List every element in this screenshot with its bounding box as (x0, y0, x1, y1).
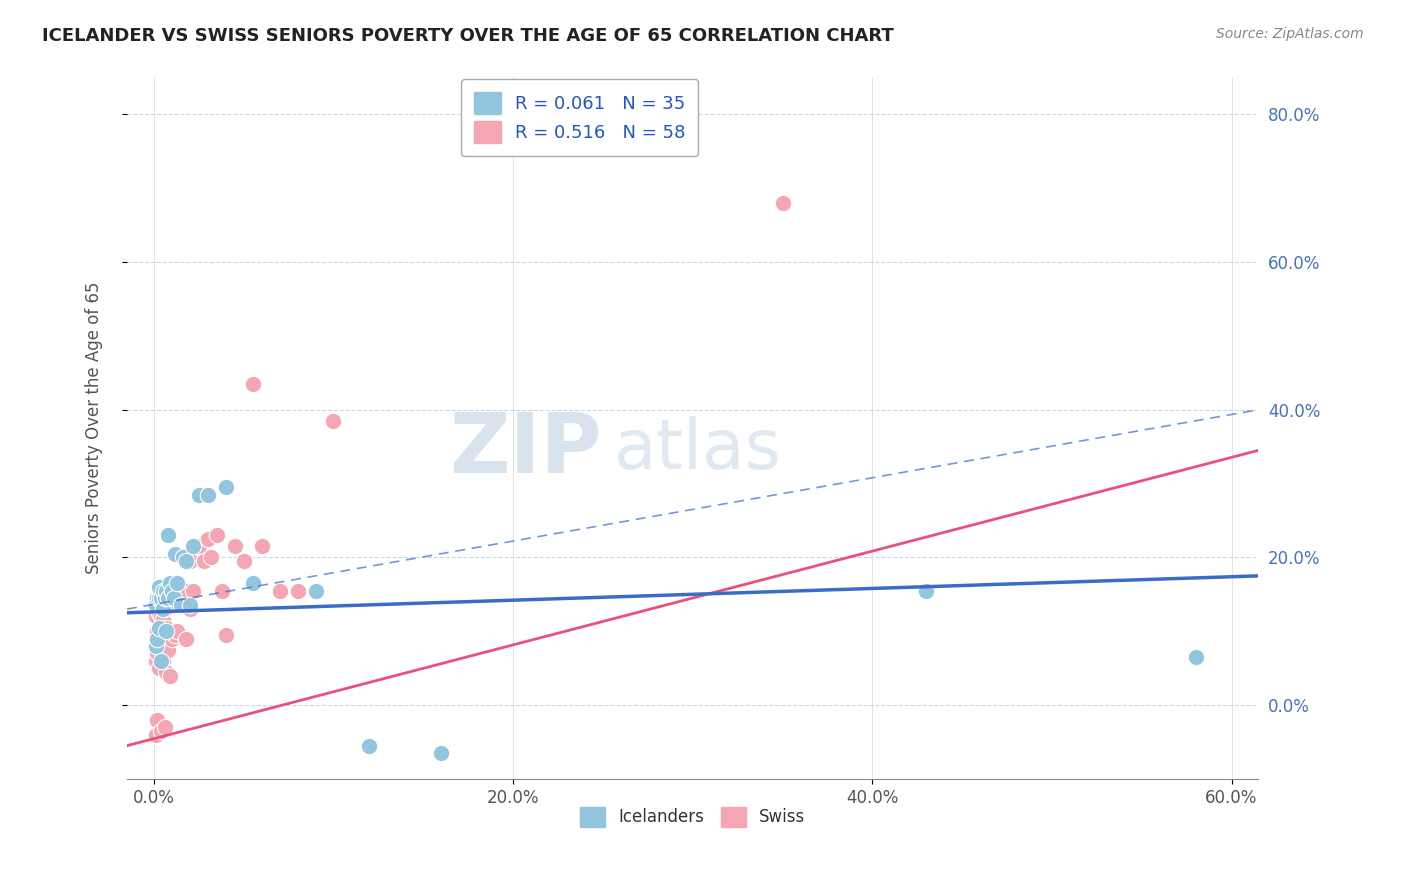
Point (269, 583, 291, 598)
Point (145, 599, 167, 613)
Point (242, 576, 264, 591)
Point (146, 647, 169, 661)
Point (174, 632, 197, 646)
Point (145, 639, 167, 653)
Point (162, 591, 184, 605)
Point (200, 550, 222, 565)
Point (157, 591, 180, 605)
Point (160, 583, 183, 598)
Point (153, 635, 176, 649)
Point (153, 602, 176, 616)
Point (148, 639, 170, 653)
Point (915, 583, 938, 598)
Point (157, 642, 180, 657)
Point (165, 547, 187, 561)
Point (145, 654, 167, 668)
Point (170, 583, 193, 598)
Point (211, 583, 233, 598)
Point (197, 532, 219, 546)
Point (145, 609, 167, 624)
Point (170, 599, 193, 613)
Point (146, 632, 169, 646)
Point (174, 554, 197, 568)
Point (772, 196, 794, 211)
Point (159, 628, 181, 642)
Point (150, 654, 173, 668)
Point (155, 621, 177, 635)
Point (155, 583, 177, 598)
Point (145, 728, 167, 742)
Point (155, 665, 177, 679)
Point (148, 606, 170, 620)
Point (152, 602, 174, 616)
Point (1184, 650, 1206, 665)
Point (148, 621, 170, 635)
Point (183, 583, 205, 598)
Point (148, 661, 170, 675)
Text: Source: ZipAtlas.com: Source: ZipAtlas.com (1216, 27, 1364, 41)
Point (197, 488, 219, 502)
Point (179, 554, 201, 568)
Point (205, 528, 228, 542)
Text: atlas: atlas (613, 416, 782, 483)
Point (177, 583, 200, 598)
Point (157, 528, 180, 542)
Point (215, 480, 238, 494)
Point (148, 580, 170, 594)
Point (152, 613, 174, 627)
Point (159, 668, 181, 682)
Point (172, 550, 194, 565)
Point (242, 376, 264, 391)
Point (179, 599, 201, 613)
Point (224, 539, 246, 553)
Point (187, 488, 209, 502)
Point (150, 609, 173, 624)
Point (165, 628, 187, 642)
Point (215, 628, 238, 642)
Point (187, 539, 209, 553)
Point (155, 583, 177, 598)
Point (146, 713, 169, 727)
Point (172, 583, 194, 598)
Point (146, 591, 169, 605)
Point (162, 595, 184, 609)
Point (166, 583, 188, 598)
Point (166, 576, 188, 591)
Point (430, 746, 453, 760)
Point (915, 583, 938, 598)
Point (145, 632, 167, 646)
Point (359, 739, 381, 753)
Legend: Icelanders, Swiss: Icelanders, Swiss (574, 800, 813, 834)
Point (167, 583, 190, 598)
Point (150, 723, 173, 738)
Point (155, 624, 177, 639)
Point (287, 583, 309, 598)
Point (165, 583, 187, 598)
Point (183, 539, 205, 553)
Point (179, 602, 201, 616)
Point (152, 654, 174, 668)
Point (150, 591, 173, 605)
Point (146, 599, 169, 613)
Point (159, 576, 181, 591)
Point (322, 414, 344, 428)
Point (193, 554, 215, 568)
Y-axis label: Seniors Poverty Over the Age of 65: Seniors Poverty Over the Age of 65 (86, 282, 103, 574)
Point (250, 539, 273, 553)
Point (145, 599, 167, 613)
Point (166, 624, 188, 639)
Point (232, 554, 254, 568)
Point (160, 632, 183, 646)
Point (157, 583, 180, 598)
Text: ICELANDER VS SWISS SENIORS POVERTY OVER THE AGE OF 65 CORRELATION CHART: ICELANDER VS SWISS SENIORS POVERTY OVER … (42, 27, 894, 45)
Point (153, 720, 176, 734)
Point (148, 591, 170, 605)
Point (173, 583, 195, 598)
Point (153, 591, 176, 605)
Point (146, 624, 169, 639)
Point (152, 583, 174, 598)
Point (304, 583, 326, 598)
Text: ZIP: ZIP (450, 409, 602, 490)
Point (160, 583, 183, 598)
